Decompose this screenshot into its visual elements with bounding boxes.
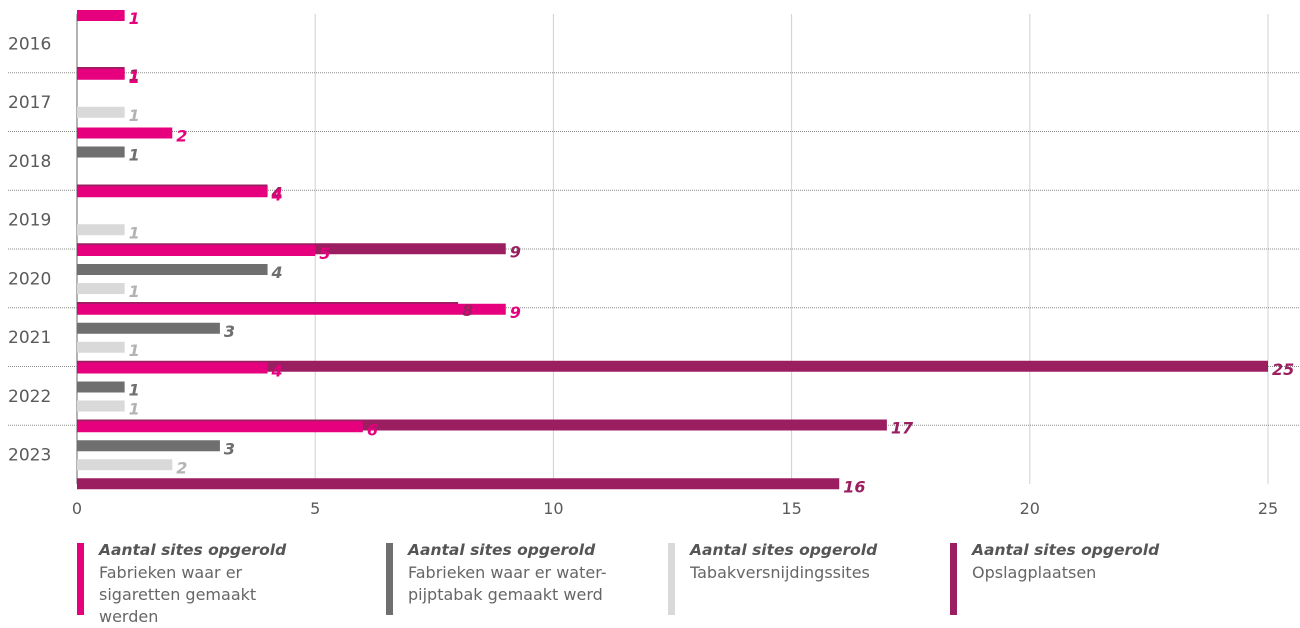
bar [77, 341, 125, 353]
y-tick-label: 2016 [8, 34, 51, 54]
value-label: 3 [224, 322, 235, 341]
y-tick-label: 2020 [8, 269, 51, 289]
bar [77, 10, 125, 21]
bar [77, 360, 1268, 372]
legend-subtitle-line: Fabrieken waar er water- [408, 563, 607, 582]
value-label: 8 [462, 301, 473, 320]
x-axis-ticks: 0 5 10 15 20 25 [72, 499, 1278, 518]
value-label: 3 [224, 439, 235, 458]
bar [77, 419, 887, 431]
bar [77, 127, 173, 139]
value-label: 1 [129, 146, 140, 165]
legend-swatch [950, 543, 957, 615]
legend-subtitle: Opslagplaatsen [972, 562, 1172, 584]
bar [77, 224, 125, 236]
legend-subtitle-line: Fabrieken waar er [99, 563, 243, 582]
value-label: 1 [129, 9, 140, 28]
value-label: 1 [129, 106, 140, 125]
y-tick-label: 2017 [8, 93, 51, 113]
value-label: 1 [129, 66, 140, 85]
legend-subtitle: Fabrieken waar er sigaretten gemaakt wer… [99, 562, 299, 628]
legend-title: Aantal sites opgerold [690, 541, 878, 559]
legend-swatch [668, 543, 675, 615]
value-label: 9 [510, 303, 521, 322]
bar [77, 283, 125, 294]
value-label: 25 [1272, 360, 1294, 379]
legend-subtitle: Tabakversnijdingssites [690, 562, 890, 584]
x-tick-label: 15 [781, 499, 801, 518]
value-label: 1 [129, 381, 140, 400]
legend-swatch [77, 543, 84, 615]
value-label: 2 [176, 127, 187, 146]
value-label: 2 [176, 458, 187, 477]
legend-subtitle: Fabrieken waar er water- pijptabak gemaa… [408, 562, 608, 606]
bar [77, 459, 173, 471]
bar [77, 362, 268, 374]
y-tick-label: 2023 [8, 446, 51, 466]
legend-swatch [386, 543, 393, 615]
value-label: 1 [129, 282, 140, 301]
y-tick-label: 2018 [8, 152, 51, 172]
bar [77, 400, 125, 412]
bar [77, 264, 268, 275]
bar [77, 381, 125, 393]
y-tick-label: 2021 [8, 328, 51, 348]
value-label: 1 [129, 341, 140, 360]
value-label: 16 [843, 477, 865, 496]
x-tick-label: 10 [543, 499, 563, 518]
bar [77, 106, 125, 118]
value-label: 5 [319, 244, 330, 263]
bar [77, 186, 268, 198]
legend-subtitle-line: Opslagplaatsen [972, 563, 1097, 582]
value-label: 1 [129, 400, 140, 419]
legend-title: Aantal sites opgerold [99, 541, 287, 559]
bar [77, 421, 363, 433]
bar [77, 68, 125, 80]
legend-title: Aantal sites opgerold [972, 541, 1160, 559]
bar [77, 440, 220, 452]
bar [77, 322, 220, 334]
bar [77, 303, 506, 315]
value-label: 1 [129, 223, 140, 242]
x-tick-label: 0 [72, 499, 82, 518]
legend-subtitle-line: Tabakversnijdingssites [690, 563, 870, 582]
x-tick-label: 25 [1258, 499, 1278, 518]
bar [77, 146, 125, 158]
value-label: 4 [271, 362, 283, 381]
x-tick-label: 5 [310, 499, 320, 518]
x-tick-label: 20 [1020, 499, 1040, 518]
value-label: 1 [129, 68, 140, 87]
value-label: 4 [271, 185, 283, 204]
value-label: 4 [271, 263, 283, 282]
value-label: 4 [271, 184, 283, 203]
bar [77, 478, 840, 490]
legend-title: Aantal sites opgerold [408, 541, 596, 559]
y-tick-label: 2022 [8, 387, 51, 407]
value-label: 9 [510, 242, 521, 261]
legend-subtitle-line: pijptabak gemaakt werd [408, 585, 603, 604]
value-label: 17 [891, 419, 914, 438]
y-tick-label: 2019 [8, 211, 51, 231]
legend-subtitle-line: sigaretten gemaakt werden [99, 585, 257, 626]
bars [77, 10, 1268, 490]
bar [77, 245, 316, 256]
value-label: 6 [367, 420, 378, 439]
y-axis-ticks: 2016 2017 2018 2019 2020 2021 2022 2023 [8, 34, 51, 465]
